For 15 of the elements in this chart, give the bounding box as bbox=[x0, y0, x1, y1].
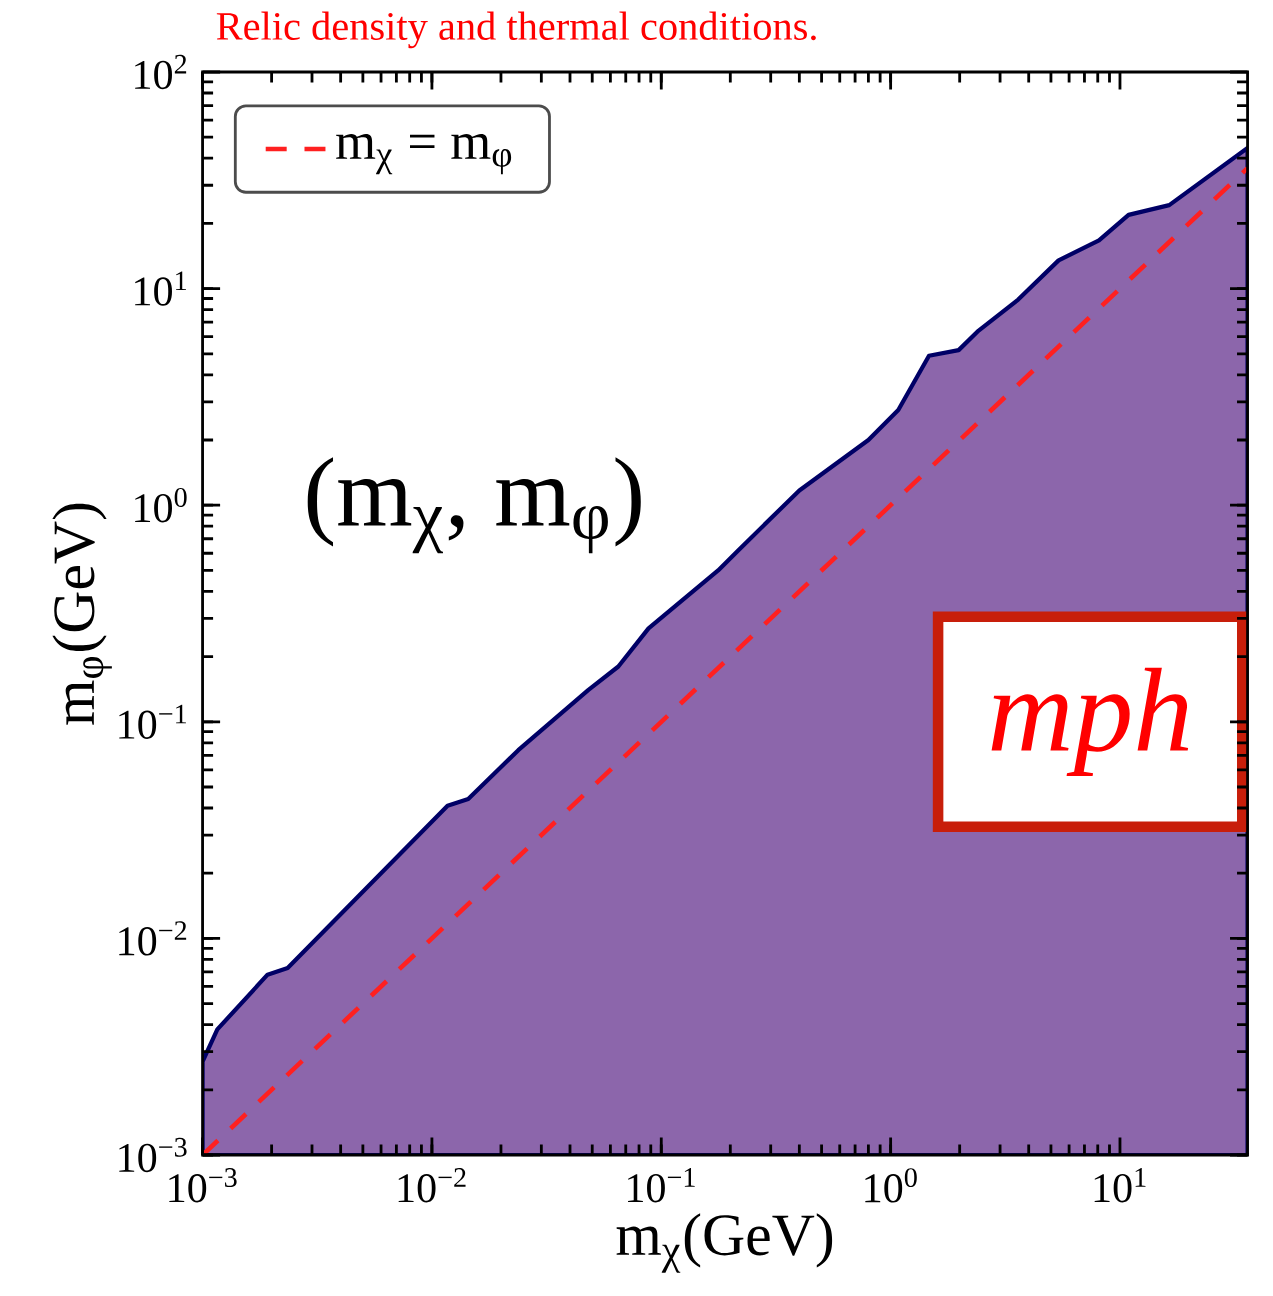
y-tick-label: 10$^{−1}$ bbox=[119, 704, 187, 739]
x-tick-label: 10$^{−2}$ bbox=[398, 1168, 466, 1203]
annotation: (m$_{χ}$, m$_{φ}$) bbox=[307, 457, 641, 554]
y-tick-label: 10$^{1}$ bbox=[135, 271, 187, 306]
y-tick-label: 10$^{2}$ bbox=[135, 54, 187, 90]
chart-title: Relic density and thermal conditions. bbox=[217, 11, 817, 49]
legend-label: m$_{χ}$ = m$_{φ}$ bbox=[336, 134, 512, 175]
y-axis-title: m$_{φ}$(GeV) bbox=[52, 503, 113, 725]
x-tick-label: 10$^{1}$ bbox=[1094, 1168, 1146, 1203]
y-tick-label: 10$^{−2}$ bbox=[119, 921, 187, 956]
x-tick-label: 10$^{−1}$ bbox=[628, 1168, 695, 1203]
x-axis-title: m$_{χ}$(GeV) bbox=[616, 1213, 833, 1273]
annotation: mph bbox=[991, 667, 1189, 777]
y-tick-label: 10$^{0}$ bbox=[135, 488, 187, 523]
x-tick-label: 10$^{0}$ bbox=[865, 1168, 918, 1203]
